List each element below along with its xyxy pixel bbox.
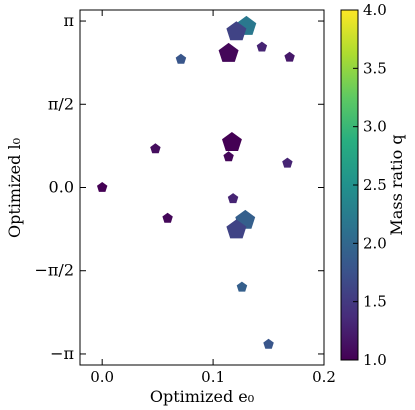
plot-frame	[79, 9, 325, 366]
data-point-10	[97, 182, 108, 192]
data-point-8	[223, 151, 234, 162]
y-tick-label-2: 0.0	[49, 178, 74, 197]
colorbar-label: Mass ratio q	[387, 134, 406, 235]
data-point-5	[284, 51, 295, 62]
data-point-3	[218, 42, 239, 62]
y-tick-label-4: −π	[50, 344, 74, 363]
y-axis-ticks: π π/2 0.0 −π/2 −π	[35, 11, 324, 363]
colorbar-ticks: 1.0 1.5 2.0 2.5 3.0 3.5 4.0	[353, 1, 387, 369]
colorbar-tick-label-5: 3.5	[363, 59, 387, 77]
colorbar-tick-label-3: 2.5	[363, 176, 387, 194]
colorbar: 1.0 1.5 2.0 2.5 3.0 3.5 4.0 Mass ratio q	[340, 1, 406, 369]
y-tick-label-0: π	[63, 11, 74, 30]
colorbar-tick-label-0: 1.0	[363, 351, 387, 369]
data-point-6	[222, 132, 242, 151]
colorbar-tick-label-6: 4.0	[363, 1, 387, 19]
data-point-2	[256, 41, 268, 52]
y-tick-label-3: −π/2	[35, 261, 75, 280]
data-point-14	[226, 219, 247, 239]
data-point-7	[150, 143, 161, 154]
y-axis-label: Optimized l₀	[5, 138, 24, 238]
x-axis-ticks: 0.0 0.1 0.2	[90, 10, 336, 386]
data-point-9	[282, 157, 293, 168]
colorbar-tick-label-2: 2.0	[363, 234, 387, 252]
y-tick-label-1: π/2	[48, 94, 74, 113]
x-tick-label-1: 0.1	[201, 368, 225, 386]
x-tick-label-0: 0.0	[90, 368, 114, 386]
data-point-16	[263, 338, 274, 349]
colorbar-tick-label-4: 3.0	[363, 118, 387, 136]
data-point-11	[227, 193, 239, 204]
x-tick-label-2: 0.2	[312, 368, 336, 386]
data-points	[97, 15, 295, 349]
data-point-4	[175, 53, 187, 64]
x-axis-label: Optimized e₀	[150, 387, 254, 406]
data-point-15	[236, 281, 248, 292]
data-point-1	[226, 21, 247, 41]
colorbar-tick-label-1: 1.5	[363, 293, 387, 311]
data-point-12	[162, 212, 173, 223]
